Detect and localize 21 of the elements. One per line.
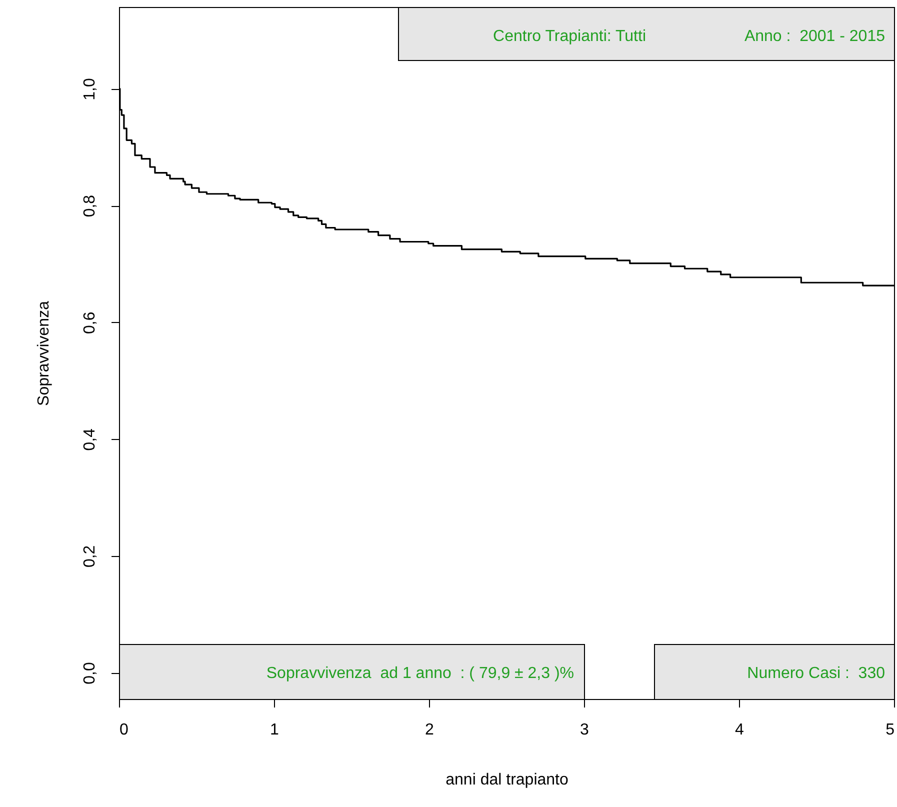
annotation: Numero Casi : 330 <box>747 665 885 683</box>
x-tick-label: 4 <box>735 722 744 738</box>
text-box: Numero Casi : 330 <box>654 644 895 700</box>
y-tick-label: 0,2 <box>82 545 98 568</box>
annotation: Anno : 2001 - 2015 <box>744 28 885 46</box>
x-tick-label: 2 <box>425 722 434 738</box>
y-tick-label: 0,0 <box>82 662 98 684</box>
y-tick-label: 0,4 <box>82 428 98 451</box>
x-tick-label: 3 <box>580 722 590 738</box>
x-axis-title: anni dal trapianto <box>446 772 568 788</box>
y-tick-label: 1,0 <box>82 78 98 100</box>
x-tick-label: 1 <box>270 722 280 738</box>
y-tick-label: 0,6 <box>82 312 98 334</box>
annotation: Centro Trapianti: Tutti <box>493 28 646 46</box>
x-tick-label: 0 <box>120 722 128 738</box>
text-box: Centro Trapianti: Tutti Anno : 2001 - 2015 <box>398 7 895 61</box>
x-tick-label: 5 <box>886 722 895 738</box>
annotation: Sopravvivenza ad 1 anno : ( 79,9 ± 2,3 )% <box>266 665 574 683</box>
y-tick-label: 0,8 <box>82 194 98 218</box>
y-axis-title: Sopravvivenza <box>36 300 52 406</box>
text-box: Sopravvivenza ad 1 anno : ( 79,9 ± 2,3 )% <box>119 644 585 700</box>
